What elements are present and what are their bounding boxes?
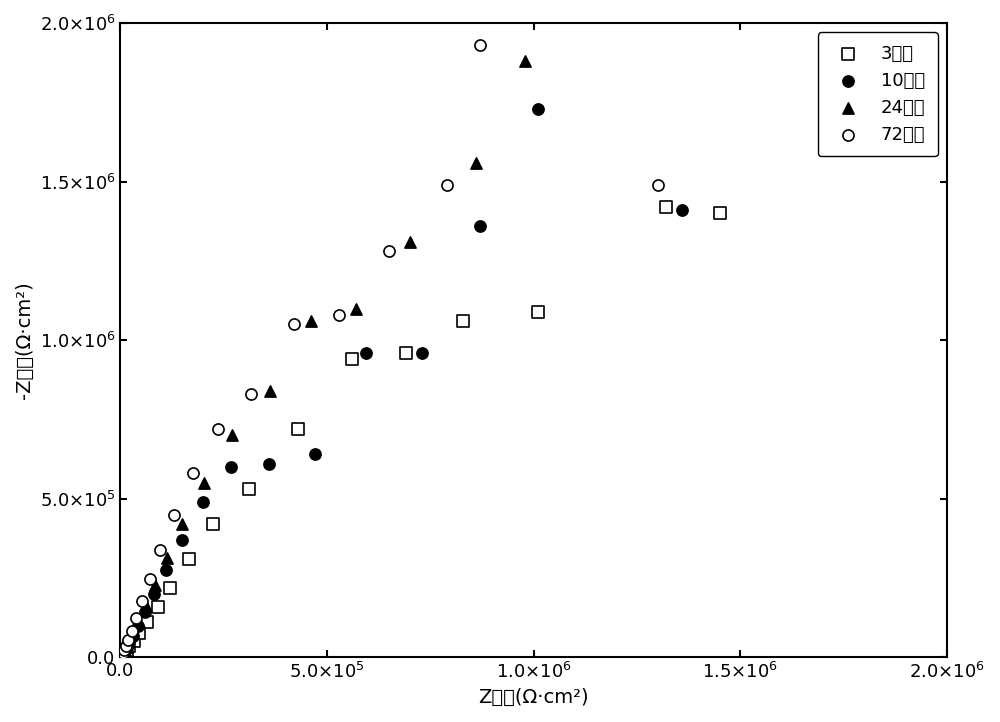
24小时 <box>196 477 212 489</box>
3小时 <box>119 644 135 656</box>
3小时 <box>181 553 197 565</box>
3小时 <box>162 582 178 593</box>
24小时 <box>131 616 147 627</box>
72小时 <box>142 573 158 585</box>
72小时 <box>113 651 129 663</box>
72小时 <box>120 634 136 645</box>
3小时 <box>121 640 137 652</box>
24小时 <box>262 386 278 397</box>
72小时 <box>124 625 140 637</box>
72小时 <box>128 612 144 624</box>
24小时 <box>119 641 135 653</box>
72小时 <box>115 647 131 658</box>
10小时 <box>146 588 162 600</box>
3小时 <box>131 627 147 638</box>
10小时 <box>195 496 211 508</box>
10小时 <box>114 650 130 661</box>
24小时 <box>468 157 484 168</box>
10小时 <box>119 642 135 653</box>
24小时 <box>402 236 418 248</box>
24小时 <box>303 316 319 327</box>
72小时 <box>286 318 302 330</box>
24小时 <box>113 651 129 663</box>
10小时 <box>358 347 374 359</box>
72小时 <box>166 509 182 521</box>
72小时 <box>134 595 150 606</box>
3小时 <box>114 651 130 662</box>
3小时 <box>241 484 257 495</box>
24小时 <box>224 430 240 441</box>
24小时 <box>147 579 163 591</box>
10小时 <box>158 565 174 576</box>
72小时 <box>185 468 201 479</box>
24小时 <box>138 600 154 612</box>
10小时 <box>117 645 133 657</box>
Y-axis label: -Z虚部(Ω·cm²): -Z虚部(Ω·cm²) <box>15 282 34 399</box>
24小时 <box>174 518 190 530</box>
10小时 <box>307 448 323 460</box>
72小时 <box>114 650 130 661</box>
72小时 <box>381 245 397 257</box>
10小时 <box>113 651 129 663</box>
72小时 <box>243 388 259 400</box>
3小时 <box>113 651 129 663</box>
X-axis label: Z实部(Ω·cm²): Z实部(Ω·cm²) <box>478 688 589 707</box>
24小时 <box>125 627 141 639</box>
24小时 <box>114 650 130 661</box>
10小时 <box>137 606 153 618</box>
10小时 <box>174 534 190 546</box>
3小时 <box>712 208 728 219</box>
24小时 <box>348 303 364 314</box>
3小时 <box>530 306 546 318</box>
72小时 <box>210 423 226 435</box>
3小时 <box>117 647 133 658</box>
3小时 <box>150 601 166 612</box>
3小时 <box>290 423 306 435</box>
72小时 <box>152 544 168 555</box>
10小时 <box>530 103 546 115</box>
10小时 <box>223 461 239 473</box>
10小时 <box>414 347 430 359</box>
10小时 <box>121 638 137 649</box>
3小时 <box>398 347 414 359</box>
10小时 <box>125 630 141 642</box>
Legend: 3小时, 10小时, 24小时, 72小时: 3小时, 10小时, 24小时, 72小时 <box>818 32 938 157</box>
24小时 <box>115 648 131 659</box>
72小时 <box>439 179 455 191</box>
10小时 <box>261 458 277 470</box>
10小时 <box>674 204 690 216</box>
3小时 <box>205 518 221 530</box>
10小时 <box>472 220 488 232</box>
72小时 <box>118 640 134 651</box>
24小时 <box>121 635 137 647</box>
72小时 <box>331 309 347 321</box>
72小时 <box>472 40 488 51</box>
72小时 <box>116 644 132 656</box>
3小时 <box>115 649 131 661</box>
3小时 <box>139 616 155 627</box>
24小时 <box>117 645 133 656</box>
72小时 <box>650 179 666 191</box>
3小时 <box>126 635 142 646</box>
3小时 <box>455 316 471 327</box>
3小时 <box>344 354 360 365</box>
24小时 <box>517 56 533 67</box>
10小时 <box>115 648 131 660</box>
24小时 <box>159 552 175 563</box>
3小时 <box>658 201 674 213</box>
10小时 <box>130 620 146 632</box>
